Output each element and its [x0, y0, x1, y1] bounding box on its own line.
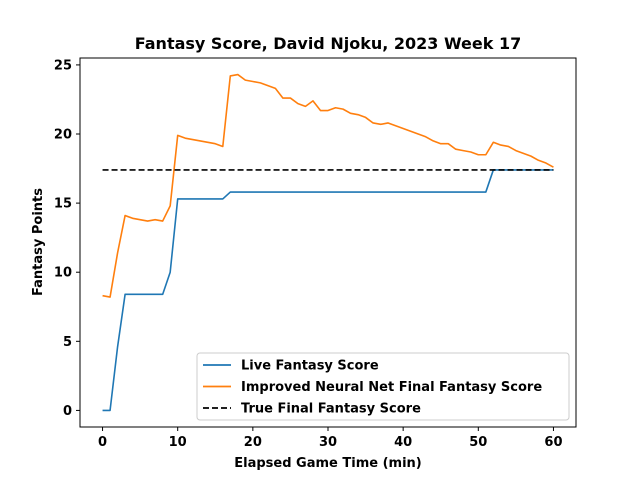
x-tick-label: 0 [98, 435, 107, 450]
y-tick-label: 15 [54, 197, 72, 212]
y-axis-label: Fantasy Points [31, 188, 46, 296]
y-tick-label: 10 [54, 266, 72, 281]
x-tick-label: 30 [319, 435, 337, 450]
x-tick-label: 60 [544, 435, 562, 450]
legend: Live Fantasy Score Improved Neural Net Fi… [196, 352, 570, 421]
x-tick-label: 40 [394, 435, 412, 450]
y-tick-label: 25 [54, 58, 72, 73]
x-axis-label: Elapsed Game Time (min) [234, 456, 421, 471]
x-tick-label: 20 [244, 435, 262, 450]
chart-title: Fantasy Score, David Njoku, 2023 Week 17 [135, 34, 521, 53]
axis-ticks: 0 10 20 30 40 50 60 0 5 10 15 20 25 [54, 58, 563, 450]
x-tick-label: 50 [469, 435, 487, 450]
y-tick-label: 5 [63, 335, 72, 350]
legend-box [196, 352, 570, 421]
legend-label-live-fantasy-score: Live Fantasy Score [241, 359, 379, 374]
legend-label-improved-neural-net-final-fantasy-score: Improved Neural Net Final Fantasy Score [241, 380, 542, 395]
y-tick-label: 0 [63, 404, 72, 419]
legend-label-true-final-fantasy-score: True Final Fantasy Score [241, 402, 421, 417]
y-tick-label: 20 [54, 128, 72, 143]
x-tick-label: 10 [169, 435, 187, 450]
series-line-improved-neural-net-final-fantasy-score [102, 73, 554, 298]
